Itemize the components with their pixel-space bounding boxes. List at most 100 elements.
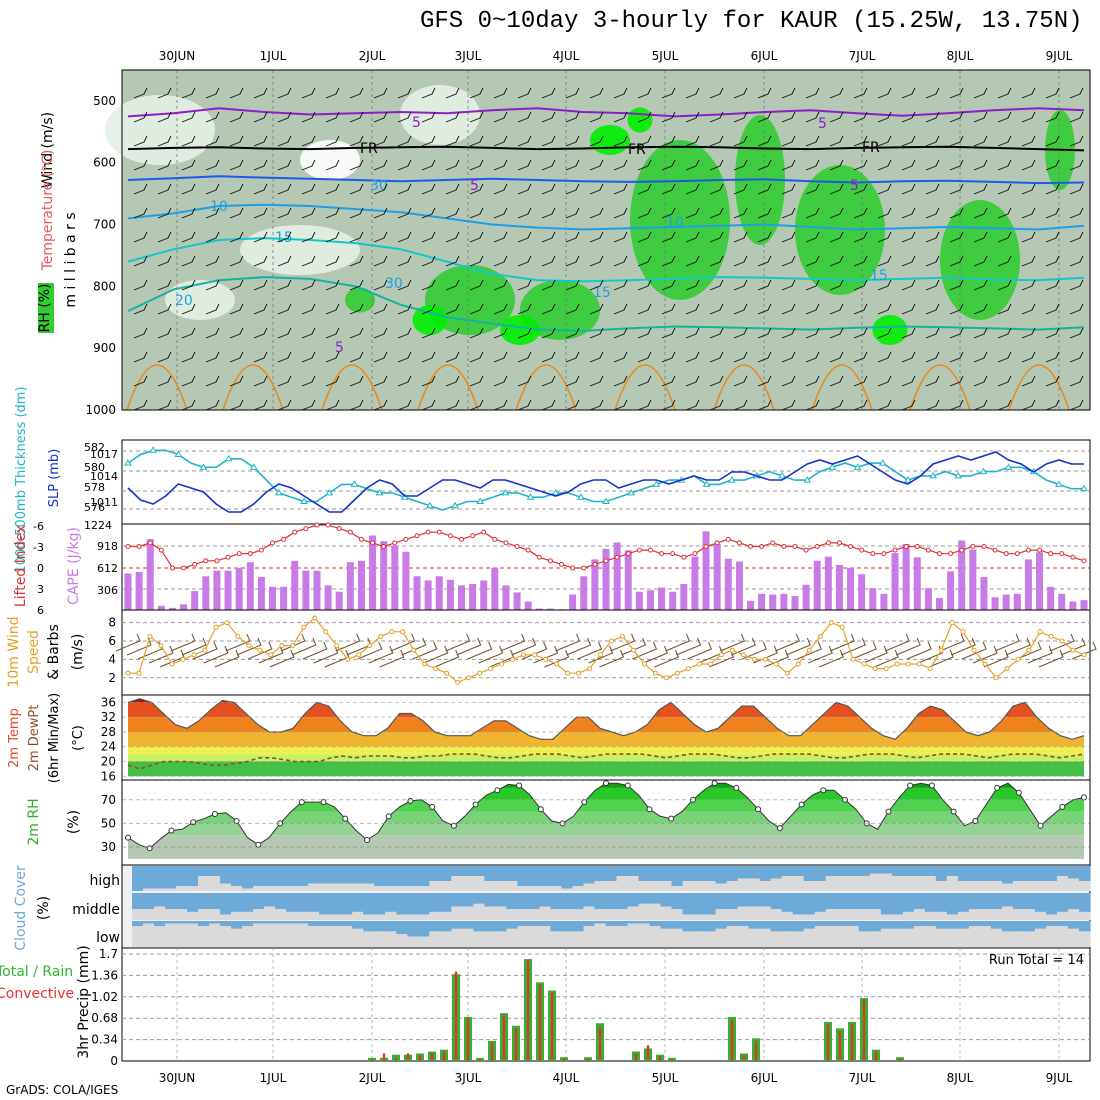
cloud-cell-low <box>550 921 563 932</box>
surface-wind-barb <box>533 645 559 664</box>
cloud-clear-middle <box>1045 914 1058 920</box>
wind-barb <box>661 183 676 195</box>
wind-barb <box>1021 159 1036 171</box>
cape-bar <box>157 605 165 610</box>
thickness-line-point <box>979 467 988 475</box>
cape-bar <box>302 570 310 610</box>
wind-barb <box>349 207 364 219</box>
x-day-label-bottom: 8JUL <box>947 1071 974 1085</box>
x-day-label-bottom: 2JUL <box>359 1071 386 1085</box>
wind-barb <box>565 303 580 315</box>
cloud-cell-middle <box>1067 893 1080 910</box>
wind-barb <box>421 375 436 387</box>
precip-convective-bar <box>478 1059 482 1061</box>
wind-barb <box>805 327 820 339</box>
cloud-clear-middle <box>429 911 441 920</box>
cloud-cell-low <box>176 921 188 924</box>
wind-barb <box>661 327 676 339</box>
cloud-cell-high <box>671 866 684 886</box>
cloud-clear-high <box>616 876 629 891</box>
cloud-cell-high <box>682 866 695 881</box>
cloud-clear-low <box>935 928 948 947</box>
wind-barb <box>469 183 484 195</box>
cloud-clear-low <box>682 931 695 947</box>
cape-bar <box>969 549 977 610</box>
wind-barb <box>397 207 412 219</box>
wind-barb <box>613 327 628 339</box>
lifted-index-point <box>759 544 765 549</box>
wind-barb <box>445 255 460 267</box>
wind-barb <box>469 279 484 291</box>
wind-barb <box>397 111 412 123</box>
lifted-index-point <box>714 540 720 546</box>
wind-barb <box>853 375 868 387</box>
wind-barb <box>277 135 292 147</box>
cloud-clear-high <box>462 876 474 891</box>
rh-point <box>1081 794 1087 801</box>
cloud-cell-high <box>352 866 364 884</box>
cloud-clear-high <box>924 876 937 891</box>
cloud-clear-high <box>1078 881 1091 891</box>
temp-tick-label: 24 <box>101 740 116 754</box>
cloud-clear-high <box>715 883 728 891</box>
wind-barb <box>517 303 532 315</box>
wind-barb <box>637 255 652 267</box>
cloud-clear-middle <box>792 914 805 920</box>
wind-barb <box>973 159 988 171</box>
cloud-cell-low <box>187 921 199 924</box>
lifted-index-point <box>970 544 976 549</box>
lifted-index-point <box>314 522 320 528</box>
cloud-clear-high <box>352 883 364 891</box>
surface-wind-barb <box>456 637 482 656</box>
cape-bar <box>913 557 921 610</box>
rh-point <box>516 782 523 789</box>
cloud-clear-middle <box>396 914 408 920</box>
surface-wind-barb <box>313 645 339 664</box>
x-day-label-top: 7JUL <box>849 49 876 63</box>
wind-barb <box>157 375 172 387</box>
wind-barb <box>397 87 412 99</box>
wind-barb <box>637 231 652 243</box>
wind-barb <box>205 111 220 123</box>
cloud-cell-low <box>297 921 309 924</box>
cloud-cell-middle <box>682 893 695 915</box>
lifted-index-point <box>925 547 931 553</box>
wind-barb <box>853 135 868 147</box>
rh-point <box>581 799 588 806</box>
wind-speed-point <box>1048 633 1054 639</box>
cloud-cell-middle <box>275 893 287 910</box>
cape-bar <box>424 580 432 610</box>
cloud-clear-high <box>946 876 959 891</box>
cloud-cell-high <box>407 866 419 886</box>
wind-barb <box>901 111 916 123</box>
wind-barb <box>157 231 172 243</box>
cloud-clear-high <box>913 876 926 891</box>
precip-convective-bar <box>646 1045 650 1061</box>
wind-barb <box>733 375 748 387</box>
cape-bar <box>1013 593 1021 610</box>
wind-barb <box>589 87 604 99</box>
wind-speed-point <box>488 666 494 672</box>
cape-bar <box>613 542 621 610</box>
cloud-cell-low <box>264 921 276 924</box>
surface-wind-barb <box>148 645 174 664</box>
surface-wind-barb <box>412 641 438 660</box>
wind-speed-point <box>235 633 241 639</box>
wind-barb <box>1045 327 1060 339</box>
cloud-clear-high <box>396 886 408 891</box>
wind-speed-point <box>565 670 571 676</box>
cloud-clear-high <box>627 876 640 891</box>
cloud-cell-high <box>550 866 563 886</box>
cape-bar <box>735 561 743 610</box>
wind-barb <box>709 183 724 195</box>
cape-bar <box>346 562 354 610</box>
wind-barb <box>349 159 364 171</box>
cloud-cell-middle <box>770 893 783 910</box>
wind-barb <box>397 231 412 243</box>
precip-convective-bar <box>538 984 542 1061</box>
wind-barb <box>421 207 436 219</box>
wind-barb <box>373 207 388 219</box>
cloud-clear-high <box>1034 881 1047 891</box>
contour-label: 15 <box>870 268 888 284</box>
cloud-cell-middle <box>374 893 386 915</box>
